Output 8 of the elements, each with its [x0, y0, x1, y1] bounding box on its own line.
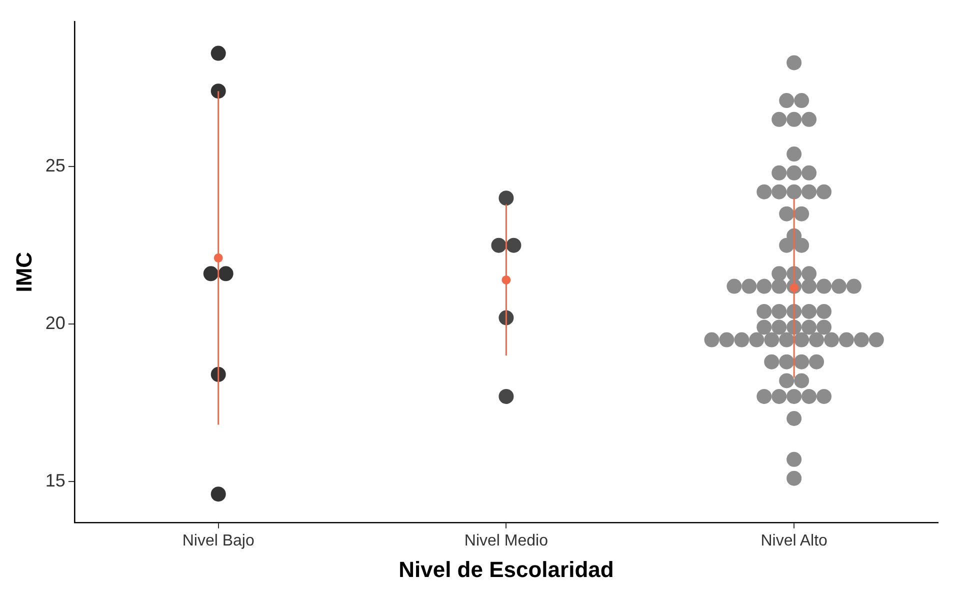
y-tick-label: 15: [45, 470, 66, 490]
x-tick-label: Nivel Medio: [464, 532, 548, 550]
y-tick-label: 20: [45, 313, 66, 334]
x-tick-label: Nivel Alto: [760, 532, 828, 550]
x-axis-title: Nivel de Escolaridad: [398, 556, 614, 582]
y-tick-label: 25: [45, 156, 66, 176]
y-axis-title: IMC: [11, 252, 36, 292]
x-tick-label: Nivel Bajo: [182, 532, 254, 550]
